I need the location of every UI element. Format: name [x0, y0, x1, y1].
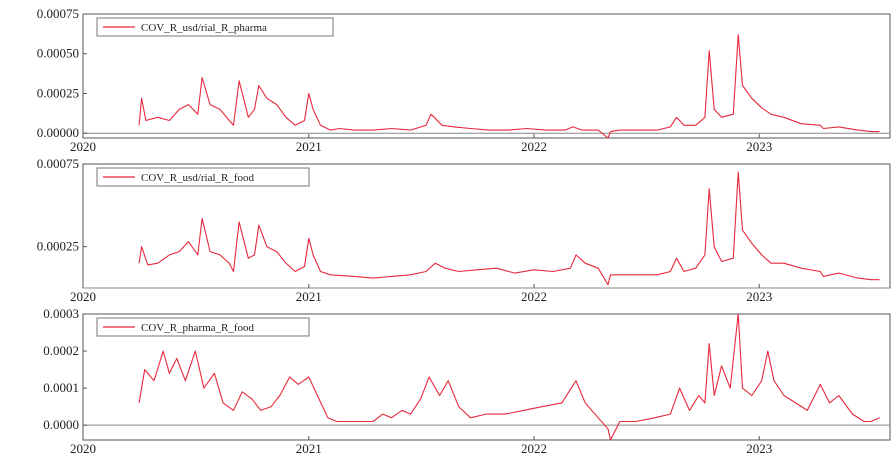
- series-line: [138, 313, 880, 441]
- y-tick-label: 0.00025: [37, 85, 79, 100]
- legend-label: COV_R_pharma_R_food: [141, 322, 255, 334]
- y-tick-label: 0.0000: [43, 417, 79, 432]
- legend-box: [96, 167, 310, 187]
- x-tick-label: 2020: [70, 139, 96, 152]
- legend-label: COV_R_usd/rial_R_pharma: [141, 22, 267, 34]
- y-tick-label: 0.0002: [43, 343, 79, 358]
- x-tick-label: 2022: [521, 441, 547, 455]
- y-tick-label: 0.00075: [37, 156, 79, 171]
- plot-frame: [82, 313, 891, 441]
- chart-panel-1: 0.00000 0.00025 0.00050 0.00075 2020 2021 2022…: [37, 6, 891, 152]
- plot-frame: [82, 13, 891, 139]
- x-tick-label: 2020: [70, 289, 96, 302]
- series-line: [138, 171, 880, 286]
- x-tick-label: 2020: [70, 441, 96, 455]
- x-tick-label: 2022: [521, 289, 547, 302]
- y-tick-label: 0.00025: [37, 239, 79, 254]
- legend-box: [96, 317, 310, 337]
- x-tick-label: 2023: [746, 289, 772, 302]
- legend-label: COV_R_usd/rial_R_food: [141, 172, 255, 184]
- x-tick-label: 2021: [296, 289, 322, 302]
- y-tick-label: 0.00050: [37, 46, 79, 61]
- y-tick-label: 0.00000: [37, 125, 79, 140]
- chart-panel-2: 0.00025 0.00075 2020 2021 2022 2023 COV_R_usd/…: [37, 156, 891, 302]
- series-line: [138, 34, 880, 139]
- x-tick-label: 2021: [296, 139, 322, 152]
- x-tick-label: 2023: [746, 441, 772, 455]
- chart-panel-3: 0.0000 0.0001 0.0002 0.0003 2020 2021 2022 2023…: [43, 306, 891, 455]
- x-tick-label: 2021: [296, 441, 322, 455]
- y-tick-label: 0.00075: [37, 6, 79, 21]
- legend-box: [96, 17, 334, 37]
- x-tick-label: 2023: [746, 139, 772, 152]
- x-tick-label: 2022: [521, 139, 547, 152]
- y-tick-label: 0.0003: [43, 306, 79, 321]
- y-tick-label: 0.0001: [43, 380, 79, 395]
